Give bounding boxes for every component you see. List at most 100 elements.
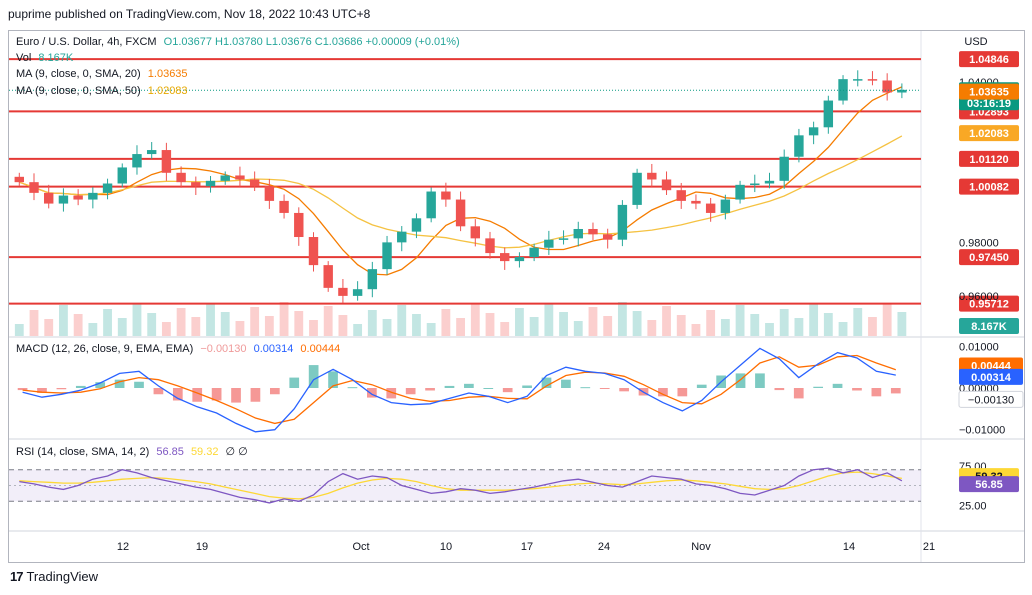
volume-bar [617, 302, 627, 336]
volume-bar [691, 324, 701, 336]
macd-histogram-bar [289, 377, 300, 388]
candle-body [897, 89, 907, 93]
macd-histogram-bar [890, 388, 901, 394]
level-badge [959, 51, 1019, 68]
ma20-label[interactable]: MA (9, close, 0, SMA, 20) [16, 68, 141, 80]
candle-body [779, 156, 789, 181]
chart-canvas[interactable]: 1.048461.028931.011201.000820.974500.957… [9, 31, 1024, 562]
candle-body [308, 237, 319, 266]
rsi-badge [959, 476, 1019, 493]
price-tick-label: 0.96000 [959, 291, 999, 303]
candle-body [720, 199, 731, 213]
macd-tick-label: 0.01000 [959, 341, 999, 353]
macd-histogram-bar [231, 388, 241, 403]
time-tick-label: Oct [352, 541, 369, 553]
macd-badge [959, 368, 1023, 385]
macd-histogram-bar [367, 388, 377, 398]
candle-body [146, 150, 157, 155]
volume-bar [559, 312, 568, 336]
volume-bar [441, 309, 451, 336]
vol-value: 8.167K [38, 52, 74, 64]
macd-histogram-bar [134, 381, 144, 388]
candle-body [58, 195, 69, 204]
volume-bar [59, 305, 68, 336]
tradingview-logo-icon: 17 [10, 569, 24, 584]
candle-body [88, 192, 98, 200]
macd-histogram-bar [386, 388, 397, 399]
macd-histogram-bar [813, 386, 824, 388]
candle-body [264, 186, 275, 201]
macd-histogram-bar [871, 388, 882, 397]
volume-bar [426, 323, 436, 336]
symbol-title[interactable]: Euro / U.S. Dollar, 4h, FXCM [16, 36, 157, 48]
level-badge [959, 295, 1019, 312]
ma50-label[interactable]: MA (9, close, 0, SMA, 50) [16, 85, 141, 97]
candle-body [500, 253, 510, 262]
volume-bar [117, 318, 127, 336]
candle-body [573, 228, 583, 239]
candle-body [397, 231, 407, 243]
candle-body [44, 192, 54, 204]
macd-histogram-bar [735, 373, 746, 388]
macd-histogram-bar [774, 388, 785, 391]
candle-body [117, 167, 127, 184]
macd-histogram-bar [561, 379, 571, 388]
volume-bar [367, 310, 377, 336]
volume-bar [897, 312, 907, 336]
price-tick-label: 0.98000 [959, 237, 999, 249]
level-badge [959, 150, 1019, 167]
candle-body [750, 183, 760, 185]
candle-body [647, 172, 657, 180]
volume-bar [485, 313, 495, 336]
macd-histogram-bar [619, 388, 629, 392]
volume-bar [279, 302, 289, 336]
candle-body [661, 179, 672, 191]
volume-bar [147, 313, 157, 336]
volume-bar [338, 315, 348, 336]
candle-body [676, 190, 686, 201]
volume-bar [603, 316, 613, 336]
level-badge-text: 0.95712 [969, 299, 1009, 311]
candle-body [249, 179, 260, 187]
rsi-badge-text: 56.85 [975, 479, 1003, 491]
candle-body [441, 191, 451, 200]
macd-label[interactable]: MACD (12, 26, close, 9, EMA, EMA) [16, 343, 194, 355]
macd-histogram-bar [599, 388, 610, 389]
volume-bar [309, 320, 318, 336]
macd-histogram-bar [425, 388, 435, 391]
macd-signal-value: 0.00444 [300, 343, 341, 355]
volume-bar [809, 304, 819, 336]
ma-badge-text: 1.02083 [969, 128, 1009, 140]
candle-body [882, 80, 892, 93]
rsi-line [19, 467, 903, 504]
macd-histogram-bar [483, 388, 494, 389]
macd-histogram-bar [308, 365, 319, 388]
volume-bar [500, 322, 510, 336]
volume-bar [29, 310, 39, 336]
candle-body [205, 180, 216, 187]
time-tick-label: 17 [521, 541, 533, 553]
time-tick-label: 21 [923, 541, 935, 553]
level-badge [959, 249, 1019, 266]
rsi-label[interactable]: RSI (14, close, SMA, 14, 2) [16, 446, 150, 458]
brand-name[interactable]: TradingView [26, 569, 99, 584]
time-tick-label: Nov [691, 541, 711, 553]
macd-badge-text: 0.00314 [971, 372, 1012, 384]
candle-body [588, 228, 598, 235]
volume-bar [676, 315, 686, 336]
macd-badge-text: −0.00130 [968, 394, 1014, 406]
macd-histogram-bar [328, 371, 338, 388]
ma-badge [959, 125, 1019, 142]
candle-body [382, 242, 392, 270]
macd-histogram-bar [793, 388, 804, 399]
volume-bar [588, 307, 598, 336]
candle-body [764, 180, 775, 184]
volume-bar [456, 318, 465, 336]
chart-frame [8, 30, 1025, 563]
macd-histogram-bar [696, 384, 707, 388]
volume-bar [88, 323, 98, 336]
volume-bar [103, 309, 112, 336]
rsi-extra: ∅ ∅ [225, 446, 248, 458]
macd-badge [958, 390, 1024, 408]
macd-histogram-bar [269, 388, 280, 395]
